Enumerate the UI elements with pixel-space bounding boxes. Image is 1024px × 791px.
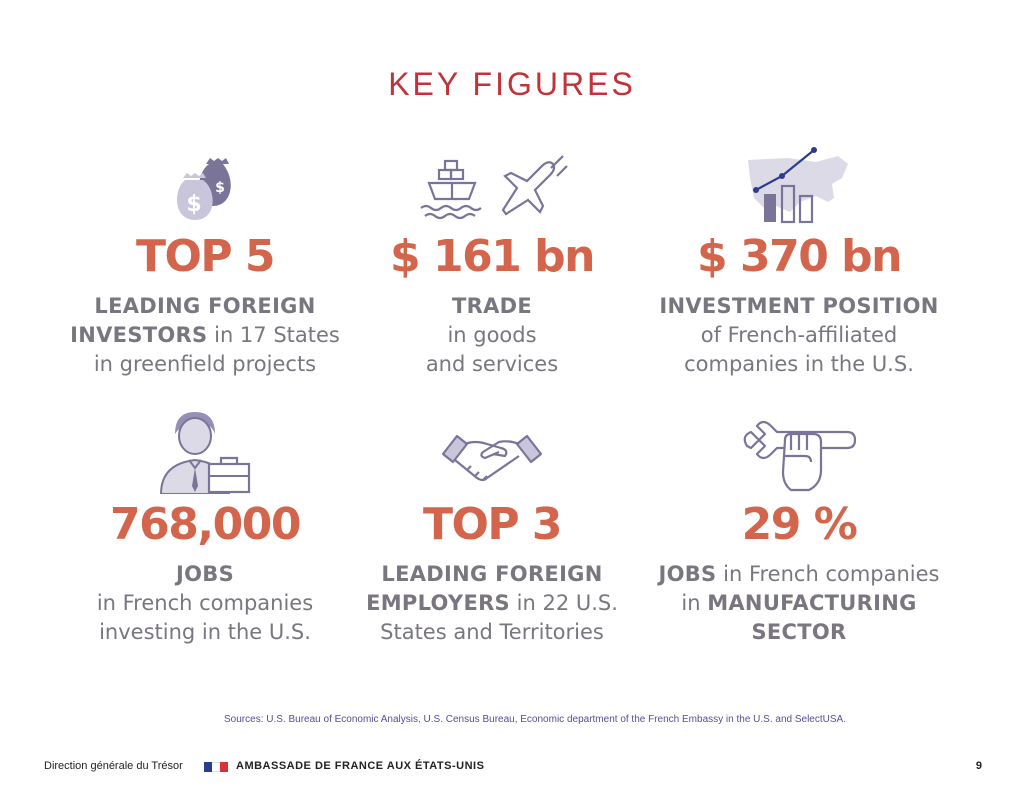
card-description: JOBS in French companies investing in th… [96, 562, 314, 644]
figure-value: TOP 5 [135, 231, 276, 282]
card-description: LEADING FOREIGN INVESTORS in 17 States i… [70, 294, 340, 376]
figure-value: $ 370 bn [697, 231, 902, 282]
card-top3-employers: TOP 3 LEADING FOREIGN EMPLOYERS in 22 U.… [342, 414, 642, 647]
sources-note: Sources: U.S. Bureau of Economic Analysi… [224, 714, 846, 725]
card-description: JOBS in French companies in MANUFACTURIN… [658, 562, 940, 644]
figure-value: $ 161 bn [390, 231, 595, 282]
card-jobs: 768,000 JOBS in French companies investi… [55, 412, 355, 647]
card-description: LEADING FOREIGN EMPLOYERS in 22 U.S. Sta… [366, 562, 618, 644]
card-investment-position: $ 370 bn INVESTMENT POSITION of French-a… [649, 146, 949, 379]
handshake-icon [342, 414, 642, 494]
us-map-growth-chart-icon [649, 146, 949, 226]
card-description: TRADE in goods and services [425, 294, 559, 376]
card-manufacturing-jobs: 29 % JOBS in French companies in MANUFAC… [649, 414, 949, 647]
footer-directorate: Direction générale du Trésor [44, 760, 183, 772]
footer-embassy: AMBASSADE DE FRANCE AUX ÉTATS-UNIS [236, 760, 485, 772]
worker-with-briefcase-icon [55, 412, 355, 494]
figure-value: 768,000 [110, 499, 301, 550]
french-flag-icon [204, 762, 228, 772]
card-description: INVESTMENT POSITION of French-affiliated… [659, 294, 939, 376]
figure-value: 29 % [741, 499, 858, 550]
page-footer: Direction générale du Trésor AMBASSADE D… [44, 760, 982, 776]
svg-text:$: $ [186, 192, 201, 217]
card-top5-investors: $ $ TOP 5 LEADING FOREIGN INVESTORS in 1… [55, 146, 355, 379]
ship-and-plane-icon [342, 146, 642, 226]
wrench-fist-icon [649, 414, 949, 494]
figure-value: TOP 3 [422, 499, 563, 550]
money-bags-icon: $ $ [55, 146, 355, 226]
svg-text:$: $ [215, 180, 225, 196]
page-number: 9 [975, 760, 982, 772]
card-trade: $ 161 bn TRADE in goods and services [342, 146, 642, 379]
page-title: KEY FIGURES [388, 66, 636, 102]
